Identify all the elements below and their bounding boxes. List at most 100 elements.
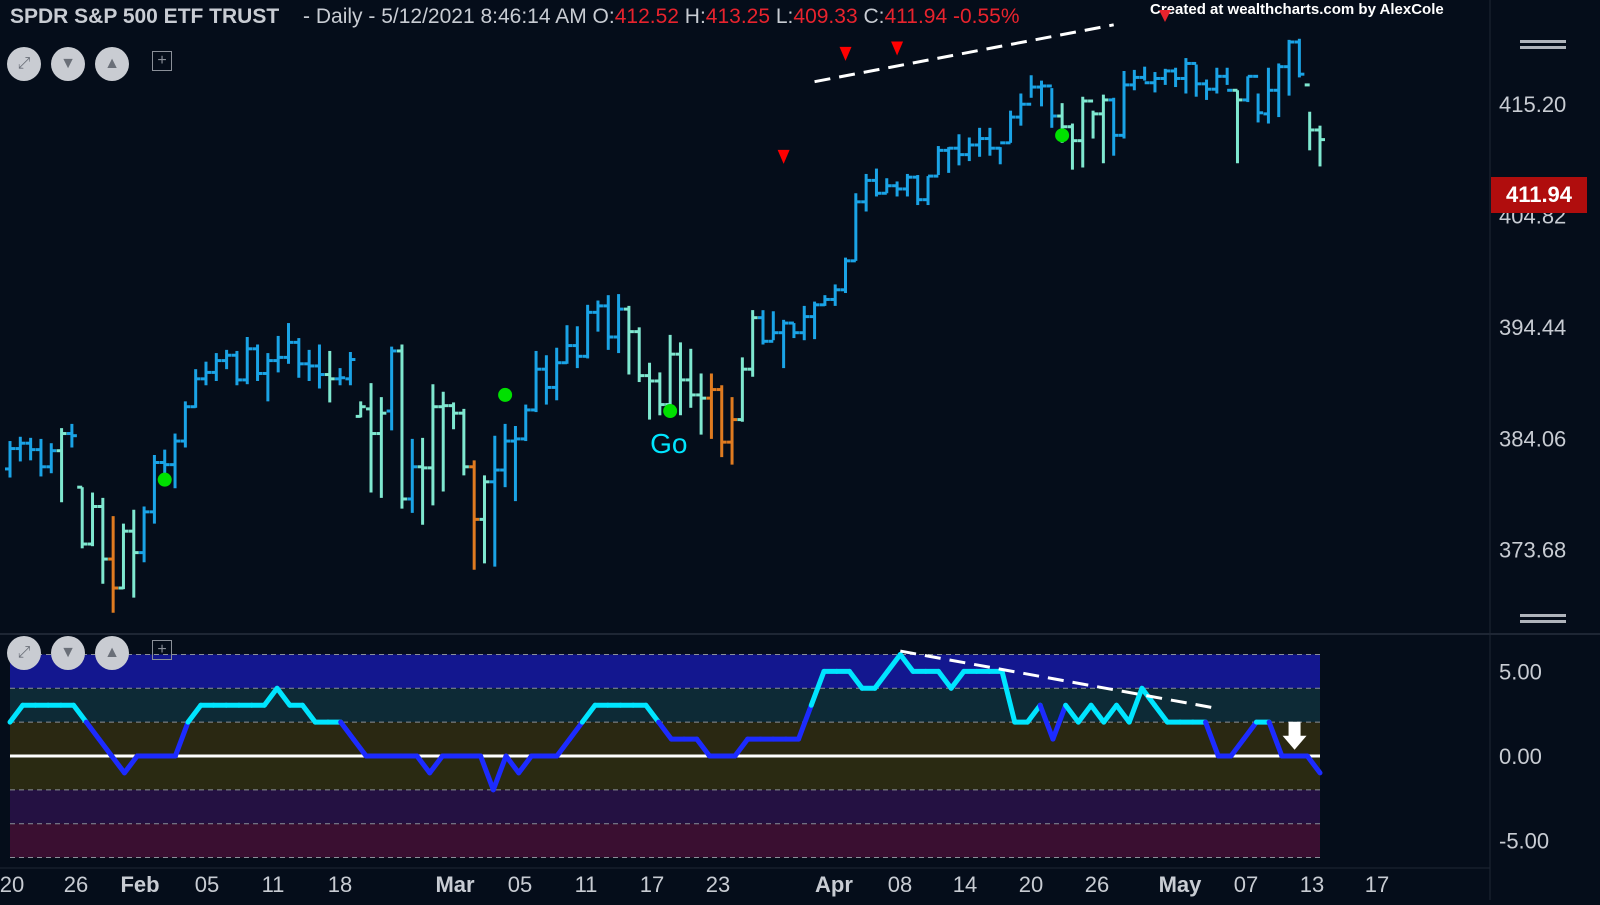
- x-tick-label: 17: [1365, 872, 1389, 897]
- x-tick-label: 26: [1085, 872, 1109, 897]
- x-tick-label: Mar: [435, 872, 475, 897]
- x-tick-label: 23: [706, 872, 730, 897]
- oscillator-line: [516, 753, 534, 776]
- oscillator-line: [1088, 702, 1107, 725]
- x-tick-label: 14: [953, 872, 977, 897]
- oscillator-band: [10, 756, 1320, 790]
- oscillator-line: [1266, 719, 1285, 759]
- x-tick-label: 11: [262, 872, 285, 897]
- price-tick-label: 394.44: [1499, 315, 1566, 340]
- x-tick-label: 11: [575, 872, 598, 897]
- oscillator-line: [96, 736, 115, 759]
- interval-label: - Daily - 5/12/2021 8:46:14 AM: [303, 5, 587, 28]
- oscillator-line: [897, 651, 916, 674]
- close-value: 411.94: [884, 5, 948, 28]
- x-tick-label: 18: [328, 872, 352, 897]
- menu-lines-icon[interactable]: [1520, 40, 1566, 52]
- x-tick-label: 20: [0, 872, 24, 897]
- open-label: O:: [592, 5, 615, 28]
- chevron-up-icon[interactable]: ▲: [95, 636, 129, 670]
- oscillator-band: [10, 789, 1320, 824]
- open-value: 412.52: [614, 5, 679, 28]
- oscillator-line: [808, 668, 827, 708]
- x-tick-label: Feb: [120, 872, 159, 897]
- oscillator-line: [1037, 702, 1056, 742]
- price-down-icon: [1159, 10, 1171, 22]
- green-signal-dot: [663, 404, 678, 419]
- oscillator-band: [10, 654, 1320, 689]
- oscillator-line: [643, 702, 662, 725]
- oscillator-line: [261, 685, 280, 708]
- oscillator-line: [338, 719, 356, 742]
- oscillator-line: [1228, 736, 1247, 759]
- oscillator-line: [1101, 702, 1120, 725]
- x-tick-label: 07: [1234, 872, 1258, 897]
- oscillator-line: [490, 753, 509, 793]
- price-tick-label: 415.20: [1499, 92, 1566, 117]
- oscillator-band: [10, 823, 1320, 858]
- oscillator-line: [1063, 702, 1081, 725]
- x-tick-label: 17: [640, 872, 664, 897]
- oscillator-line: [274, 685, 293, 708]
- x-tick-label: Apr: [815, 872, 853, 897]
- oscillator-line: [1152, 702, 1170, 725]
- oscillator-line: [1024, 702, 1043, 725]
- oscillator-line: [1050, 702, 1069, 742]
- chevron-up-icon[interactable]: ▲: [95, 47, 129, 81]
- oscillator-line: [1114, 702, 1132, 725]
- red-signal-triangle: [777, 149, 790, 164]
- oscillator-line: [1241, 719, 1259, 742]
- oscillator-trendline: [900, 649, 1219, 711]
- red-signal-triangle: [839, 46, 852, 61]
- close-label: C:: [863, 5, 885, 28]
- change-percent: -0.55%: [952, 5, 1020, 28]
- symbol-title: SPDR S&P 500 ETF TRUST: [10, 5, 280, 28]
- expand-arrows-icon[interactable]: ⤢: [7, 636, 41, 670]
- menu-lines-icon[interactable]: [1520, 614, 1566, 626]
- oscillator-line: [121, 753, 140, 776]
- price-trendline: [814, 23, 1114, 84]
- oscillator-line: [1203, 719, 1221, 759]
- x-tick-label: May: [1159, 872, 1203, 897]
- expand-arrows-icon[interactable]: ⤢: [7, 47, 41, 81]
- price-tick-label: 373.68: [1499, 538, 1566, 563]
- oscillator-line: [7, 702, 26, 725]
- x-tick-label: 05: [508, 872, 532, 897]
- go-annotation: Go: [650, 428, 687, 459]
- oscillator-line: [1075, 702, 1094, 725]
- high-label: H:: [684, 5, 706, 28]
- plus-box-icon[interactable]: +: [152, 51, 172, 71]
- last-price-tag: 411.94: [1491, 177, 1587, 213]
- plus-box-icon[interactable]: +: [152, 640, 172, 660]
- oscillator-line: [503, 753, 522, 776]
- oscillator-line: [567, 719, 585, 742]
- oscillator-line: [554, 736, 573, 759]
- oscillator-line: [71, 702, 89, 725]
- oscillator-line: [172, 719, 191, 759]
- oscillator-tick-label: 5.00: [1499, 659, 1542, 684]
- chart-header: SPDR S&P 500 ETF TRUST - Daily - 5/12/20…: [10, 5, 1020, 29]
- oscillator-line: [1126, 685, 1145, 725]
- oscillator-line: [83, 719, 102, 742]
- price-tick-label: 384.06: [1499, 426, 1566, 451]
- chevron-down-icon[interactable]: ▼: [51, 47, 85, 81]
- green-signal-dot: [1055, 128, 1070, 143]
- high-value: 413.25: [705, 5, 771, 28]
- oscillator-tick-label: 0.00: [1499, 744, 1542, 769]
- oscillator-line: [999, 668, 1018, 725]
- oscillator-line: [427, 753, 445, 776]
- chevron-down-icon[interactable]: ▼: [51, 636, 85, 670]
- oscillator-line: [872, 668, 891, 691]
- oscillator-line: [350, 736, 369, 759]
- oscillator-line: [579, 702, 598, 725]
- oscillator-line: [948, 668, 967, 691]
- oscillator-line: [656, 719, 674, 742]
- white-down-arrow-icon: [1282, 721, 1307, 750]
- low-label: L:: [775, 5, 794, 28]
- oscillator-line: [732, 736, 751, 759]
- green-signal-dot: [498, 387, 513, 402]
- oscillator-line: [414, 753, 433, 776]
- x-tick-label: 05: [195, 872, 219, 897]
